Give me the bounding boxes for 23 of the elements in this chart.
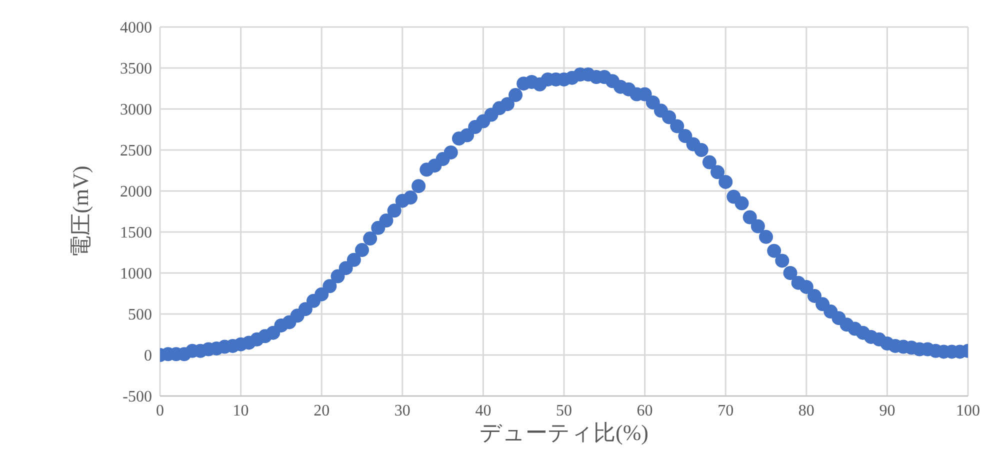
y-tick-label: 3500	[120, 60, 152, 78]
y-axis-title: 電圧(mV)	[68, 166, 93, 258]
x-tick-label: 50	[556, 402, 572, 420]
y-tick-label: 4000	[120, 20, 152, 37]
y-tick-label: 1000	[120, 266, 152, 283]
y-tick-label: 1500	[120, 224, 152, 242]
y-tick-label: 3000	[120, 102, 152, 119]
x-tick-label: 60	[636, 402, 653, 420]
x-tick-label: 90	[879, 402, 896, 420]
x-tick-label: 100	[956, 402, 980, 420]
x-tick-label: 80	[798, 402, 814, 420]
x-tick-label: 10	[232, 402, 249, 420]
x-tick-label: 30	[394, 402, 410, 420]
x-tick-label: 20	[314, 402, 330, 420]
y-tick-label: 2500	[120, 142, 152, 160]
y-tick-label: -500	[122, 388, 152, 406]
y-tick-label: 500	[128, 306, 152, 324]
x-axis-title: デューティ比(%)	[480, 420, 648, 445]
x-tick-label: 70	[718, 402, 734, 420]
x-tick-label: 0	[156, 402, 164, 420]
y-tick-label: 0	[144, 348, 152, 365]
y-tick-label: 2000	[120, 184, 152, 201]
x-tick-label: 40	[475, 402, 492, 420]
